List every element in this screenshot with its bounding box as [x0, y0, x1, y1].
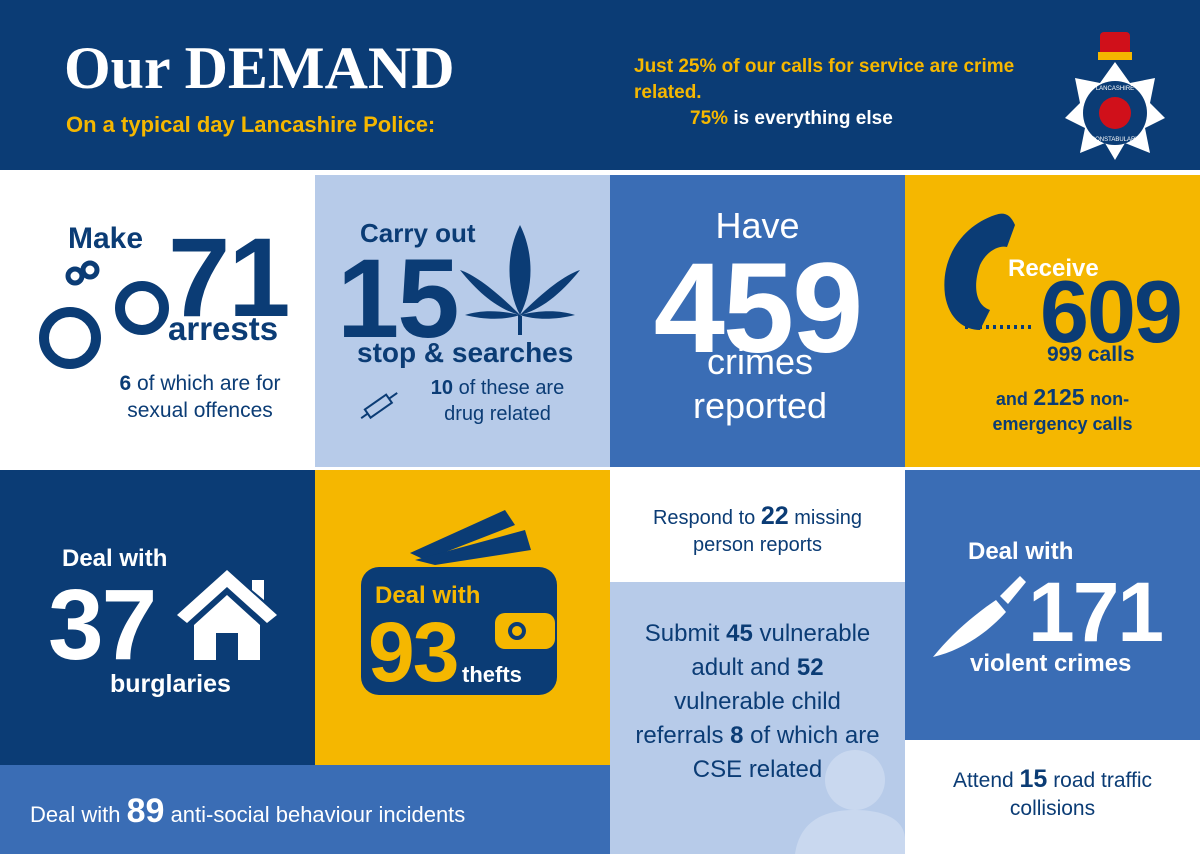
lead: Respond to	[652, 507, 756, 529]
sub-desc: of these are drug related	[444, 377, 565, 425]
card	[410, 510, 515, 560]
house	[177, 570, 277, 660]
percent: 75%	[690, 108, 729, 129]
sub-desc: of which are for sexual offences	[127, 372, 281, 422]
knife-icon	[933, 576, 1026, 657]
sub-text: 6 of which are for sexual offences	[90, 370, 310, 424]
lead: Deal with	[375, 582, 481, 609]
missing-text: Respond to 22 missing person reports	[630, 503, 885, 559]
title: Our DEMAND	[64, 35, 455, 101]
sub-text: 10 of these are drug related	[410, 375, 585, 427]
sub-lead: and	[995, 389, 1028, 409]
cuff	[39, 307, 101, 369]
collisions-text: Attend 15 road traffic collisions	[940, 765, 1165, 823]
police-badge: LANCASHIRE CONSTABULARY	[1065, 32, 1165, 160]
syringe	[360, 392, 398, 420]
syringe-icon	[360, 392, 398, 420]
unit: burglaries	[110, 670, 231, 698]
number: 93	[368, 605, 459, 699]
subtitle: On a typical day Lancashire Police:	[66, 112, 436, 137]
number: 37	[48, 569, 157, 681]
lead: Deal with	[62, 545, 168, 572]
silhouette	[795, 750, 905, 854]
unit: crimes reported	[692, 341, 828, 426]
lead: Submit	[644, 620, 720, 647]
lead: Have	[715, 205, 800, 246]
house-icon	[177, 570, 277, 660]
number: 71	[168, 215, 291, 340]
note: Just 25% of our calls for service are cr…	[634, 56, 1015, 103]
tile-bg	[610, 175, 905, 467]
wallet-icon	[361, 510, 557, 695]
crown-band	[1098, 52, 1132, 60]
sub-number: 6	[119, 372, 132, 395]
cuff	[115, 281, 169, 335]
unit: arrests	[168, 310, 279, 347]
handset	[944, 213, 1015, 330]
number: 45	[726, 620, 753, 647]
desc: missing person reports	[693, 507, 863, 556]
note-rest: is everything else	[733, 108, 893, 129]
number: 171	[1028, 565, 1164, 659]
chain	[65, 266, 85, 286]
number: 15	[337, 236, 460, 361]
desc: road traffic collisions	[1009, 769, 1153, 820]
unit: violent crimes	[970, 650, 1132, 677]
tile-bg	[905, 175, 1200, 467]
sub-text: and 2125 non-emergency calls	[950, 385, 1175, 437]
badge-text: LANCASHIRE	[1096, 86, 1134, 92]
number: 459	[653, 237, 864, 380]
rose	[1099, 97, 1131, 129]
crown	[1100, 32, 1130, 56]
phone-icon	[944, 213, 1035, 330]
header-band	[0, 0, 1200, 170]
lead: Deal with	[30, 802, 121, 827]
leaf	[460, 225, 580, 335]
desc: of which are CSE related	[692, 722, 880, 783]
sub-number: 2125	[1033, 384, 1085, 410]
card	[415, 530, 531, 565]
desc: anti-social behaviour incidents	[170, 802, 466, 827]
number: 89	[126, 792, 165, 830]
unit: stop & searches	[357, 337, 574, 368]
badge-text: CONSTABULARY	[1091, 137, 1139, 143]
lead: Attend	[952, 769, 1014, 792]
number: 52	[796, 654, 824, 681]
lead: Make	[68, 222, 144, 255]
number: 15	[1019, 765, 1048, 793]
blade	[933, 600, 1006, 657]
wallet	[361, 567, 557, 695]
handle	[1000, 576, 1026, 604]
asb-text: Deal with 89 anti-social behaviour incid…	[30, 792, 465, 831]
lead: Deal with	[968, 538, 1074, 565]
lead: Carry out	[360, 218, 476, 248]
note-line: 75% is everything else	[690, 108, 893, 130]
lead: Receive	[1008, 255, 1099, 282]
unit: 999 calls	[1047, 343, 1135, 366]
sub-number: 10	[430, 377, 454, 399]
number: 609	[1040, 262, 1183, 361]
referrals-text: Submit 45 vulnerable adult and 52 vulner…	[635, 617, 880, 787]
leaf-icon	[460, 225, 580, 335]
tile-bg	[315, 175, 610, 467]
tile-bg	[0, 765, 610, 854]
head	[825, 750, 885, 810]
number: 22	[760, 502, 789, 530]
chain	[80, 260, 100, 280]
unit: thefts	[462, 662, 522, 687]
sub-desc: non-emergency calls	[992, 389, 1133, 434]
number: 8	[730, 722, 744, 749]
body	[795, 810, 905, 854]
tile-bg	[905, 470, 1200, 740]
handcuffs-icon	[39, 260, 169, 369]
desc: vulnerable adult and	[691, 620, 871, 681]
desc: vulnerable child referrals	[635, 688, 841, 749]
button	[508, 622, 526, 640]
